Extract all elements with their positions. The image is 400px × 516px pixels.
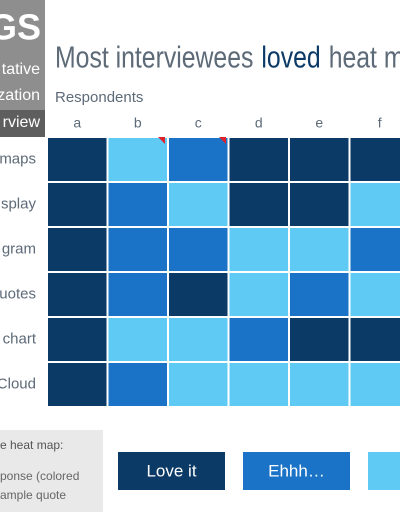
heat-cell: [290, 273, 349, 316]
legend-line: ponse (colored: [0, 469, 79, 483]
heat-grid: a b c d e f maps splay gram uotes chart Cloud: [0, 115, 400, 406]
sidebar-line: rview: [3, 114, 41, 131]
heat-cell: [350, 363, 400, 406]
row-label: splay: [1, 195, 37, 212]
heat-cell: [48, 318, 107, 361]
heat-cell: [350, 138, 400, 181]
heat-cell: [290, 228, 349, 271]
column-label: e: [315, 115, 323, 131]
heat-cell: [169, 183, 228, 226]
quote-marker: [219, 137, 226, 144]
row-label: Cloud: [0, 375, 36, 392]
legend-panel: [0, 430, 103, 512]
legend-heading: e heat map:: [0, 438, 63, 452]
legend: Love it Ehhh…: [118, 452, 400, 490]
legend-line: ample quote: [0, 488, 66, 502]
legend-swatch: [368, 452, 400, 490]
heat-cell: [229, 363, 288, 406]
heat-cell: [169, 273, 228, 316]
heat-cell: [350, 183, 400, 226]
title-part: heat map: [329, 41, 400, 75]
column-label: a: [73, 115, 81, 131]
sidebar-highlight: [0, 110, 45, 137]
title-part: Most interviewees: [55, 41, 253, 75]
heat-cell: [350, 228, 400, 271]
heat-cell: [169, 363, 228, 406]
heat-cell: [169, 228, 228, 271]
heat-cell: [108, 363, 167, 406]
heat-cell: [350, 273, 400, 316]
column-label: c: [195, 115, 202, 131]
heat-cell: [169, 138, 228, 181]
heat-cell: [290, 363, 349, 406]
heat-cell: [108, 183, 167, 226]
heat-cell: [229, 183, 288, 226]
quote-marker: [158, 137, 165, 144]
heat-cell: [108, 273, 167, 316]
row-label: chart: [3, 330, 37, 347]
heat-cell: [169, 318, 228, 361]
heat-cell: [48, 183, 107, 226]
sidebar-title: GS: [0, 7, 41, 48]
heat-cell: [108, 318, 167, 361]
heat-cell: [48, 273, 107, 316]
heat-cell: [290, 183, 349, 226]
heat-cell: [229, 138, 288, 181]
heat-cell: [108, 228, 167, 271]
heat-cell: [108, 138, 167, 181]
legend-swatch: [243, 452, 350, 490]
legend-label: Love it: [146, 461, 196, 480]
heat-cell: [229, 318, 288, 361]
heat-cell: [48, 138, 107, 181]
title-emphasis: loved: [261, 41, 320, 75]
heat-cell: [48, 363, 107, 406]
heat-cell: [229, 228, 288, 271]
heat-cell: [290, 138, 349, 181]
legend-swatch: [118, 452, 225, 490]
row-label: gram: [2, 240, 36, 257]
axis-label: Respondents: [55, 89, 143, 106]
legend-label: Ehhh…: [268, 461, 325, 480]
heat-cell: [290, 318, 349, 361]
heat-cell: [48, 228, 107, 271]
column-label: d: [255, 115, 263, 131]
column-label: b: [134, 115, 142, 131]
sidebar-line: zation: [0, 87, 40, 104]
row-label: uotes: [0, 285, 36, 302]
heat-cell: [350, 318, 400, 361]
row-label: maps: [0, 150, 36, 167]
column-label: f: [378, 115, 382, 131]
heat-cell: [229, 273, 288, 316]
sidebar-line: tative: [2, 61, 40, 78]
